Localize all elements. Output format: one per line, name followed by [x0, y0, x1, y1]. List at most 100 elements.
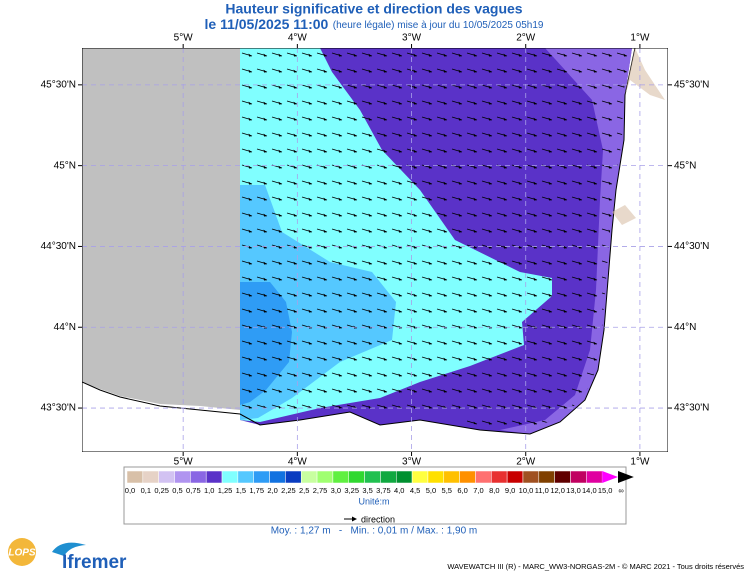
- legend-label: 0,75: [186, 486, 201, 495]
- grid: [82, 48, 668, 452]
- color-swatch: [459, 470, 476, 484]
- update: (heure légale) mise à jour du 10/05/2025…: [333, 20, 544, 31]
- legend-label: 2,0: [267, 486, 277, 495]
- coast-land: [612, 48, 665, 225]
- color-swatch: [285, 470, 302, 484]
- legend-label: 9,0: [505, 486, 515, 495]
- legend-label: 2,5: [299, 486, 309, 495]
- map: [82, 48, 668, 452]
- color-swatch: [126, 470, 144, 484]
- y-tick-label: 45°30'N: [41, 79, 76, 90]
- x-tick-label: 3°W: [402, 33, 422, 44]
- color-swatch: [174, 470, 191, 484]
- legend-label: 8,0: [489, 486, 499, 495]
- x-tick-label: 1°W: [630, 33, 650, 44]
- legend-label: 1,0: [204, 486, 214, 495]
- direction-label: direction: [361, 514, 395, 524]
- color-arrow: [618, 471, 634, 483]
- color-swatch: [522, 470, 540, 484]
- axes: 5°W 5°W 4°W 4°W 3°W 3°W 2°W 2°W 1°W 1°W 43°30'N 43°…: [41, 33, 710, 468]
- direction-arrows: [240, 52, 630, 428]
- y-tick-label: 44°30'N: [41, 241, 76, 252]
- legend-label: 1,75: [249, 486, 264, 495]
- coastline: [82, 48, 636, 435]
- legend-label: 5,5: [442, 486, 452, 495]
- x-tick-label: 2°W: [516, 457, 536, 468]
- subtitle: le 11/05/2025 11:00 (heure légale) mise …: [205, 16, 544, 34]
- lops-logo: LOPS: [8, 538, 36, 566]
- unit: Unité:m: [358, 496, 389, 506]
- legend-label: 3,75: [376, 486, 391, 495]
- color-swatch: [475, 470, 492, 484]
- legend-label: 15,0: [598, 486, 613, 495]
- color-swatch: [396, 470, 413, 484]
- no-data: [82, 48, 240, 410]
- color-swatch: [554, 470, 571, 484]
- color-swatch: [411, 470, 429, 484]
- x-tick-label: 3°W: [402, 457, 422, 468]
- color-swatch: [142, 470, 159, 484]
- y-tick-label: 44°N: [674, 322, 696, 333]
- ifremer: Ifremer: [62, 552, 127, 573]
- title: Hauteur significative et direction des v…: [225, 1, 522, 17]
- color-swatch: [364, 470, 381, 484]
- legend-label: 5,0: [426, 486, 436, 495]
- stats: Moy. : 1,27 m - Min. : 0,01 m / Max. : 1…: [271, 526, 478, 537]
- color-swatch: [269, 470, 286, 484]
- color-swatch: [538, 470, 555, 484]
- y-tick-label: 45°30'N: [674, 79, 709, 90]
- legend-label: 0,1: [141, 486, 151, 495]
- color-swatch: [221, 470, 239, 484]
- color-swatch: [491, 470, 508, 484]
- legend-label: 14,0: [582, 486, 597, 495]
- y-tick-label: 44°30'N: [674, 241, 709, 252]
- ifremer-wave: [52, 542, 86, 556]
- color-swatch: [190, 470, 207, 484]
- color-swatch: [348, 470, 365, 484]
- legend-label: 3,5: [362, 486, 372, 495]
- legend-label: 0,5: [172, 486, 182, 495]
- legend-label: 2,75: [313, 486, 328, 495]
- legend-label: 0,0: [125, 486, 135, 495]
- color-swatch: [300, 470, 318, 484]
- x-tick-label: 5°W: [174, 457, 194, 468]
- x-tick-label: 5°W: [174, 33, 194, 44]
- legend-label: 7,0: [473, 486, 483, 495]
- legend-label: 2,25: [281, 486, 296, 495]
- legend: 0,0 0,1 0,25 0,5 0,75 1,0 1,25 1,5 1,75 2,0 2,25 2,…: [125, 470, 634, 495]
- x-tick-label: 1°W: [630, 457, 650, 468]
- color-swatch: [332, 470, 349, 484]
- color-swatch: [586, 470, 603, 484]
- x-tick-label: 4°W: [288, 33, 308, 44]
- color-arrow: [602, 471, 618, 483]
- legend-label: 12,0: [550, 486, 565, 495]
- legend-label: 1,25: [218, 486, 233, 495]
- legend-label: 10,0: [519, 486, 534, 495]
- footer: WAVEWATCH III (R) - MARC_WW3-NORGAS-2M -…: [447, 562, 744, 571]
- legend-label: 11,0: [535, 486, 549, 495]
- legend-label: 6,0: [457, 486, 467, 495]
- y-tick-label: 45°N: [674, 160, 696, 171]
- legend-label: 4,0: [394, 486, 404, 495]
- y-tick-label: 43°30'N: [41, 403, 76, 414]
- legend-label: 4,5: [410, 486, 420, 495]
- x-tick-label: 4°W: [288, 457, 308, 468]
- legend-label: 1,5: [236, 486, 246, 495]
- color-swatch: [506, 470, 524, 484]
- y-tick-label: 45°N: [54, 160, 76, 171]
- legend-label: ∞: [618, 486, 623, 495]
- color-swatch: [380, 470, 397, 484]
- y-tick-label: 43°30'N: [674, 403, 709, 414]
- color-swatch: [443, 470, 460, 484]
- legend-label: 3,0: [331, 486, 341, 495]
- color-swatch: [427, 470, 445, 484]
- lops: LOPS: [8, 548, 36, 559]
- legend-label: 0,25: [154, 486, 169, 495]
- legend-label: 3,25: [344, 486, 359, 495]
- y-tick-label: 44°N: [54, 322, 76, 333]
- color-swatch: [205, 470, 223, 484]
- x-tick-label: 2°W: [516, 33, 536, 44]
- date: le 11/05/2025 11:00: [205, 16, 329, 32]
